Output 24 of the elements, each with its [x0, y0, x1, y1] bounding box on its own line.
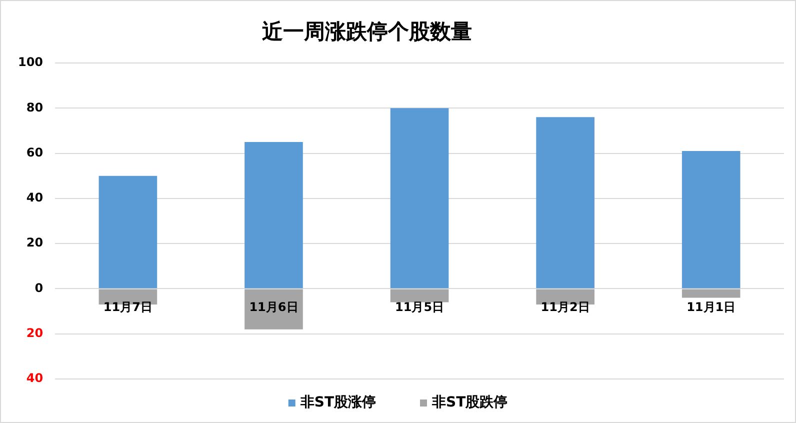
bar — [244, 142, 303, 288]
x-tick-label: 11月5日 — [394, 300, 444, 314]
bar — [682, 151, 740, 288]
chart-title: 近一周涨跌停个股数量 — [261, 19, 472, 44]
y-tick-label: 20 — [26, 236, 44, 250]
bar — [244, 289, 303, 330]
x-tick-label: 11月7日 — [103, 300, 152, 314]
bar — [682, 289, 740, 298]
x-tick-label: 11月2日 — [540, 300, 590, 314]
y-tick-label: 100 — [18, 55, 44, 70]
y-tick-label: 80 — [26, 100, 44, 114]
bar — [536, 117, 594, 288]
y-tick-label: 40 — [26, 190, 44, 205]
x-tick-label: 11月6日 — [249, 300, 298, 314]
legend-label: 非ST股跌停 — [431, 394, 508, 411]
y-tick-label: 20 — [26, 326, 44, 340]
y-tick-label: 0 — [34, 280, 44, 295]
y-tick-label: 60 — [26, 145, 44, 160]
bar — [98, 176, 158, 288]
x-tick-label: 11月1日 — [686, 300, 736, 314]
bar — [390, 108, 449, 288]
legend-label: 非ST股涨停 — [299, 394, 376, 411]
bar — [390, 289, 449, 302]
y-tick-label: 40 — [26, 371, 44, 386]
